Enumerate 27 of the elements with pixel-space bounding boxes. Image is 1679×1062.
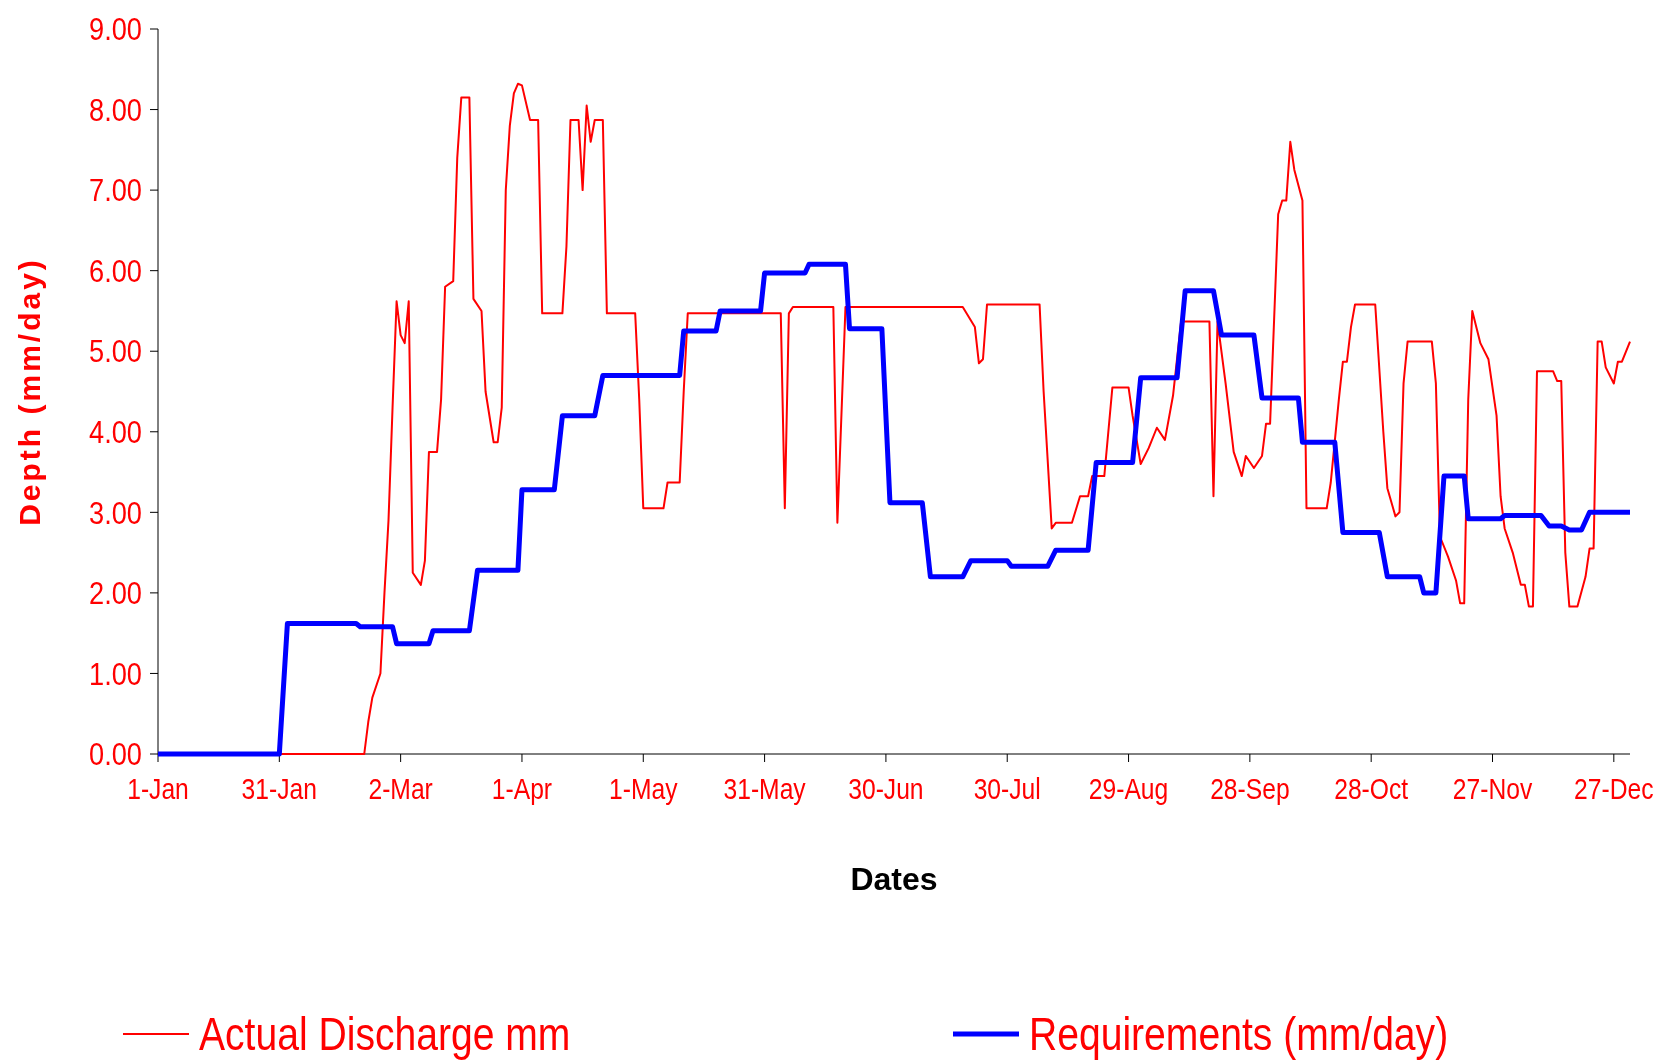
- x-tick-label: 1-May: [609, 773, 678, 806]
- x-tick-label: 29-Aug: [1088, 773, 1169, 806]
- y-tick-label: 1.00: [89, 655, 142, 692]
- x-tick-label: 31-Jan: [241, 773, 317, 806]
- y-tick-label: 8.00: [89, 91, 142, 128]
- x-tick-label: 28-Sep: [1210, 773, 1290, 806]
- x-axis-title: Dates: [850, 861, 938, 897]
- y-tick-label: 4.00: [89, 413, 142, 450]
- x-tick-label: 28-Oct: [1334, 773, 1409, 806]
- x-tick-label: 31-May: [723, 773, 807, 806]
- x-tick-label: 27-Dec: [1574, 773, 1654, 806]
- y-tick-label: 3.00: [89, 494, 142, 530]
- x-tick-label: 30-Jun: [848, 773, 924, 806]
- y-tick-label: 9.00: [89, 11, 142, 47]
- x-tick-label: 1-Jan: [127, 773, 189, 806]
- y-axis-title: Depth (mm/day): [13, 257, 46, 526]
- legend-label: Requirements (mm/day): [1029, 1008, 1449, 1060]
- x-tick-label: 30-Jul: [973, 773, 1041, 806]
- x-tick-label: 27-Nov: [1452, 773, 1533, 806]
- legend-label: Actual Discharge mm: [199, 1008, 571, 1060]
- x-tick-label: 1-Apr: [491, 773, 553, 806]
- y-tick-label: 2.00: [89, 575, 142, 611]
- y-tick-label: 7.00: [89, 172, 142, 208]
- y-tick-label: 0.00: [89, 736, 142, 772]
- y-tick-label: 6.00: [89, 252, 142, 289]
- x-tick-label: 2-Mar: [368, 773, 433, 806]
- y-tick-label: 5.00: [89, 333, 142, 369]
